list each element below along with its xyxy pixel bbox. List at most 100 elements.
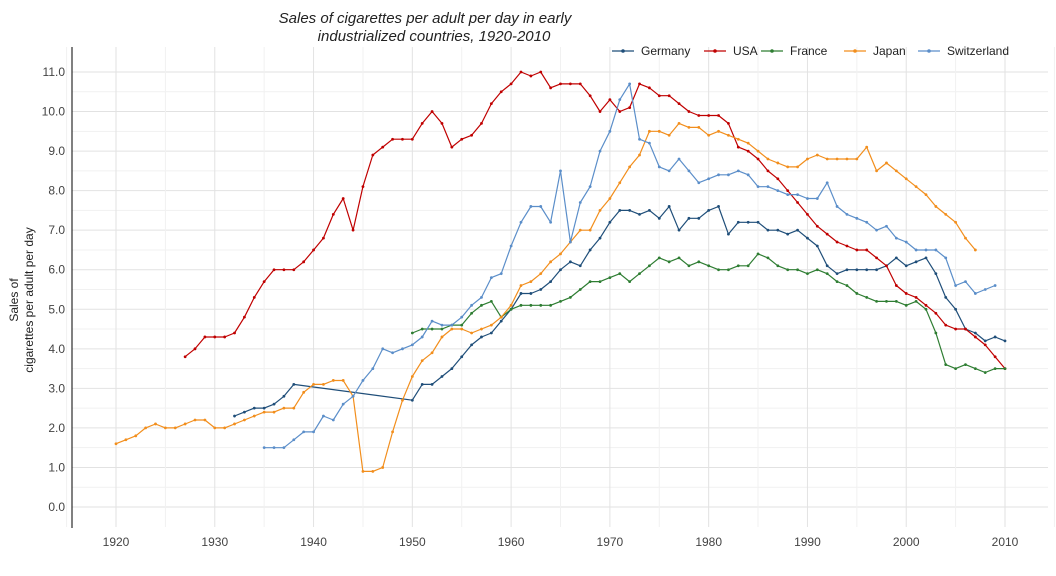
point-germany — [954, 307, 958, 311]
point-usa — [331, 212, 335, 216]
point-france — [657, 256, 661, 260]
point-japan — [183, 422, 187, 426]
point-switzerland — [361, 379, 365, 382]
point-japan — [934, 205, 938, 208]
point-switzerland — [687, 169, 691, 173]
point-germany — [489, 331, 493, 335]
point-usa — [914, 296, 918, 299]
point-japan — [282, 406, 286, 410]
point-germany — [292, 383, 296, 386]
point-france — [470, 311, 473, 315]
point-japan — [529, 280, 533, 283]
point-switzerland — [707, 177, 711, 181]
point-germany — [519, 292, 523, 295]
point-japan — [114, 442, 118, 446]
point-japan — [687, 125, 691, 129]
point-japan — [578, 228, 582, 232]
point-japan — [806, 157, 809, 161]
point-japan — [163, 426, 167, 430]
point-switzerland — [993, 284, 997, 287]
line-germany — [234, 205, 1006, 417]
point-france — [904, 303, 908, 307]
point-switzerland — [628, 82, 632, 86]
legend-label-switzerland: Switzerland — [947, 44, 1009, 58]
point-germany — [499, 319, 503, 323]
point-switzerland — [440, 323, 444, 327]
series-japan — [114, 122, 977, 473]
point-france — [549, 303, 553, 307]
point-germany — [233, 414, 236, 418]
point-germany — [598, 236, 602, 240]
point-usa — [973, 335, 977, 339]
point-france — [944, 363, 948, 367]
point-japan — [638, 153, 641, 157]
point-usa — [944, 323, 948, 327]
point-switzerland — [756, 185, 760, 189]
point-france — [825, 272, 829, 276]
chart-title-line-1: Sales of cigarettes per adult per day in… — [279, 10, 573, 27]
point-usa — [480, 122, 483, 125]
point-usa — [697, 114, 701, 117]
point-switzerland — [470, 303, 473, 307]
point-usa — [687, 110, 691, 113]
y-tick-label: 4.0 — [48, 342, 65, 356]
point-switzerland — [648, 141, 651, 145]
point-switzerland — [875, 228, 878, 232]
point-usa — [648, 86, 651, 90]
point-japan — [420, 359, 424, 363]
point-switzerland — [796, 193, 799, 196]
x-tick-label: 1920 — [103, 535, 130, 549]
point-france — [410, 331, 414, 335]
x-tick-label: 2000 — [893, 535, 920, 549]
point-germany — [243, 410, 246, 414]
point-switzerland — [964, 280, 967, 283]
point-usa — [420, 122, 424, 125]
point-france — [430, 327, 434, 331]
point-usa — [292, 268, 296, 272]
point-usa — [954, 327, 958, 331]
point-germany — [608, 220, 612, 224]
line-japan — [115, 122, 976, 472]
point-japan — [272, 410, 276, 414]
point-switzerland — [835, 205, 839, 208]
point-switzerland — [331, 418, 335, 422]
point-usa — [272, 268, 276, 272]
point-usa — [499, 90, 503, 94]
point-japan — [233, 422, 236, 426]
point-japan — [815, 153, 819, 157]
point-japan — [322, 383, 325, 386]
point-france — [727, 268, 730, 272]
point-switzerland — [598, 149, 602, 153]
point-japan — [944, 212, 948, 216]
point-france — [796, 268, 799, 272]
point-switzerland — [568, 240, 572, 244]
point-germany — [539, 288, 543, 291]
point-japan — [470, 331, 473, 335]
point-japan — [845, 157, 849, 161]
point-usa — [934, 311, 938, 315]
point-france — [717, 268, 720, 272]
point-switzerland — [806, 197, 809, 200]
point-france — [638, 272, 641, 276]
point-usa — [667, 94, 671, 98]
point-usa — [252, 296, 256, 299]
point-switzerland — [746, 173, 750, 177]
point-usa — [964, 327, 967, 331]
point-japan — [134, 434, 138, 438]
point-germany — [736, 220, 740, 224]
point-germany — [776, 228, 780, 232]
point-germany — [440, 375, 444, 378]
point-japan — [302, 390, 306, 394]
point-germany — [480, 335, 483, 339]
point-france — [1003, 367, 1007, 370]
point-japan — [964, 236, 967, 240]
point-usa — [736, 145, 740, 149]
point-france — [598, 280, 602, 283]
y-tick-label: 7.0 — [48, 223, 65, 237]
point-switzerland — [736, 169, 740, 173]
point-switzerland — [717, 173, 720, 177]
point-japan — [262, 410, 266, 414]
point-germany — [815, 244, 819, 248]
point-japan — [252, 414, 256, 418]
point-japan — [223, 426, 227, 430]
